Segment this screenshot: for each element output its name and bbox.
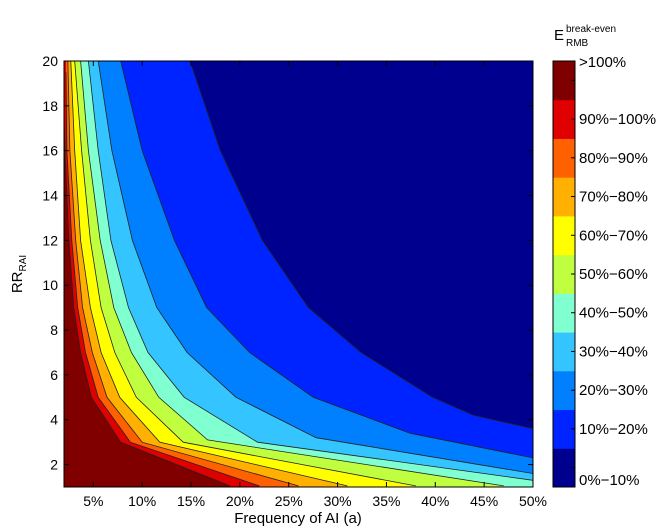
contour-line-9 — [65, 72, 260, 487]
plot-frame — [63, 60, 534, 488]
x-tick-label: 25% — [275, 493, 303, 509]
colorbar-swatch — [553, 409, 575, 449]
colorbar-label: 80%−90% — [579, 150, 648, 167]
colorbar: 0%−10% 10%−20% 20%−30% 30%−40% 40%−50% 50%−60… — [553, 54, 656, 489]
contour-line-1 — [189, 61, 533, 430]
x-axis-ticks: 5% 10% 15% 20% 25% 30% 35% 40% 45% 50% — [83, 61, 547, 509]
colorbar-label: 40%−50% — [579, 305, 648, 322]
y-tick-label: 8 — [50, 322, 58, 338]
contour-line-7 — [70, 61, 348, 487]
colorbar-swatch — [553, 215, 575, 256]
colorbar-swatch — [553, 293, 575, 333]
contour-line-6 — [74, 61, 416, 487]
x-tick-label: 10% — [128, 493, 156, 509]
colorbar-swatch — [553, 138, 575, 178]
y-tick-label: 6 — [50, 367, 58, 383]
colorbar-swatch — [553, 254, 575, 294]
contour-line-5 — [80, 61, 504, 487]
colorbar-label: 0%−10% — [579, 472, 639, 489]
x-tick-label: 20% — [226, 493, 254, 509]
colorbar-label: 30%−40% — [579, 343, 648, 360]
colorbar-label: 90%−100% — [579, 111, 656, 128]
y-tick-label: 12 — [42, 232, 58, 248]
x-tick-label: 50% — [519, 493, 547, 509]
y-tick-label: 16 — [42, 143, 58, 159]
colorbar-label: 20%−30% — [579, 382, 648, 399]
colorbar-title: E break-even RMB — [554, 24, 616, 49]
contour-line-8 — [67, 61, 299, 487]
colorbar-title-main: E — [554, 27, 564, 44]
y-axis-label-main: RR — [9, 271, 26, 293]
contour-line-4 — [88, 61, 533, 481]
contour-lines — [64, 61, 533, 487]
colorbar-swatch — [553, 61, 575, 101]
y-tick-label: 10 — [42, 277, 58, 293]
y-axis-ticks: 2 4 6 8 10 12 14 16 18 20 — [42, 53, 533, 473]
y-tick-label: 14 — [42, 188, 58, 204]
x-tick-label: 40% — [421, 493, 449, 509]
y-tick-label: 4 — [50, 412, 58, 428]
x-tick-label: 30% — [324, 493, 352, 509]
y-tick-label: 20 — [42, 53, 58, 69]
contour-bands — [64, 61, 533, 487]
svg-text:RRRAI: RRRAI — [9, 255, 29, 293]
colorbar-label: 70%−80% — [579, 189, 648, 206]
x-tick-label: 15% — [177, 493, 205, 509]
colorbar-title-sup: break-even — [566, 24, 616, 35]
y-axis-label: RRRAI — [9, 255, 29, 293]
colorbar-label: 10%−20% — [579, 421, 648, 438]
colorbar-frame — [552, 60, 576, 488]
y-tick-label: 18 — [42, 98, 58, 114]
colorbar-swatch — [553, 448, 575, 488]
colorbar-swatch — [553, 332, 575, 372]
colorbar-swatch — [553, 177, 575, 217]
colorbar-label: 50%−60% — [579, 266, 648, 283]
contour-band-3 — [64, 61, 533, 487]
x-tick-label: 35% — [372, 493, 400, 509]
colorbar-label: >100% — [579, 54, 626, 71]
colorbar-title-sub: RMB — [566, 38, 589, 49]
colorbar-swatch — [553, 99, 575, 139]
x-axis-label: Frequency of AI (a) — [234, 510, 362, 526]
colorbar-label: 60%−70% — [579, 227, 648, 244]
contour-line-2 — [120, 61, 533, 459]
colorbar-swatch — [553, 370, 575, 411]
contour-line-10 — [64, 112, 231, 487]
y-axis-label-sub: RAI — [18, 255, 29, 272]
contour-line-3 — [97, 61, 533, 474]
y-tick-label: 2 — [50, 457, 58, 473]
x-tick-label: 5% — [83, 493, 103, 509]
contour-band-10 — [64, 61, 231, 487]
x-tick-label: 45% — [470, 493, 498, 509]
